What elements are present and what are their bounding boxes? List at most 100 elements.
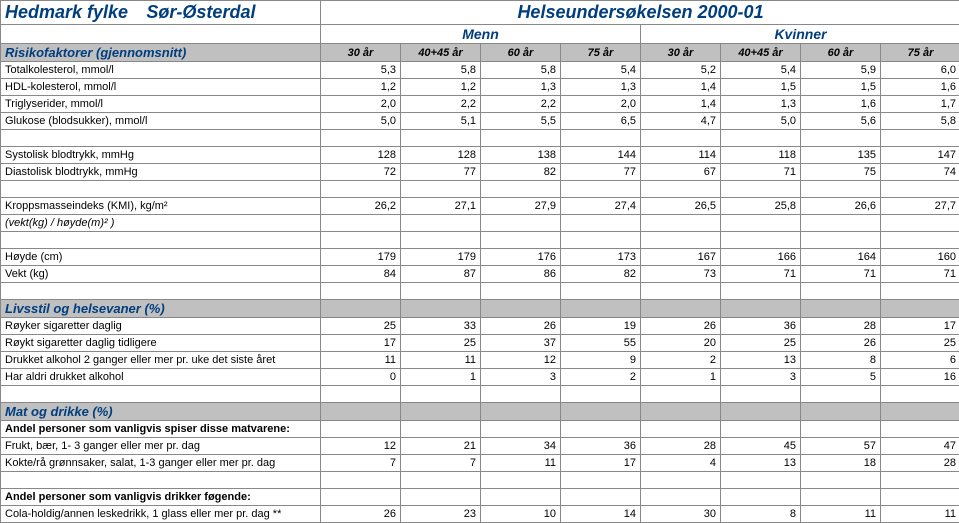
data-cell: 2,0 xyxy=(321,96,401,113)
data-cell: 84 xyxy=(321,266,401,283)
section-risk: Risikofaktorer (gjennomsnitt) xyxy=(1,44,321,62)
data-cell: 75 xyxy=(801,164,881,181)
data-cell: 82 xyxy=(561,266,641,283)
data-cell: 4 xyxy=(641,455,721,472)
spacer-row xyxy=(1,130,959,147)
data-cell: 28 xyxy=(801,318,881,335)
data-cell: 1,5 xyxy=(801,79,881,96)
data-cell: 118 xyxy=(721,147,801,164)
data-cell: 5,0 xyxy=(321,113,401,130)
spacer-row xyxy=(1,283,959,300)
data-cell: 4,7 xyxy=(641,113,721,130)
row-label: Vekt (kg) xyxy=(1,266,321,283)
age-col: 75 år xyxy=(561,44,641,62)
data-cell: 27,9 xyxy=(481,198,561,215)
health-survey-table: Hedmark fylke Sør-Østerdal Helseundersøk… xyxy=(0,0,959,523)
data-cell: 34 xyxy=(481,438,561,455)
data-cell: 7 xyxy=(321,455,401,472)
row-label: Diastolisk blodtrykk, mmHg xyxy=(1,164,321,181)
data-cell: 26 xyxy=(481,318,561,335)
age-col: 60 år xyxy=(801,44,881,62)
table-row: Glukose (blodsukker), mmol/l5,05,15,56,5… xyxy=(1,113,959,130)
data-cell: 167 xyxy=(641,249,721,266)
data-cell: 33 xyxy=(401,318,481,335)
data-cell: 1,2 xyxy=(321,79,401,96)
data-cell: 5 xyxy=(801,369,881,386)
data-cell: 20 xyxy=(641,335,721,352)
section-food: Mat og drikke (%) xyxy=(1,403,321,421)
table-row: Drukket alkohol 2 ganger eller mer pr. u… xyxy=(1,352,959,369)
data-cell: 2,2 xyxy=(401,96,481,113)
title-cell: Hedmark fylke Sør-Østerdal xyxy=(1,1,321,25)
row-label: Systolisk blodtrykk, mmHg xyxy=(1,147,321,164)
food-sub1: Andel personer som vanligvis spiser diss… xyxy=(1,421,321,438)
data-cell: 16 xyxy=(881,369,959,386)
data-cell: 114 xyxy=(641,147,721,164)
data-cell: 13 xyxy=(721,455,801,472)
data-cell: 26 xyxy=(641,318,721,335)
data-cell: 55 xyxy=(561,335,641,352)
data-cell: 147 xyxy=(881,147,959,164)
data-cell: 5,0 xyxy=(721,113,801,130)
data-cell: 26,2 xyxy=(321,198,401,215)
data-cell: 86 xyxy=(481,266,561,283)
section-lifestyle-row: Livsstil og helsevaner (%) xyxy=(1,300,959,318)
survey-title: Helseundersøkelsen 2000-01 xyxy=(321,1,959,25)
spacer-row xyxy=(1,386,959,403)
data-cell: 17 xyxy=(321,335,401,352)
data-cell: 1,4 xyxy=(641,96,721,113)
age-col: 30 år xyxy=(321,44,401,62)
age-col: 40+45 år xyxy=(721,44,801,62)
data-cell: 25 xyxy=(401,335,481,352)
section-lifestyle: Livsstil og helsevaner (%) xyxy=(1,300,321,318)
table-row: Røykt sigaretter daglig tidligere1725375… xyxy=(1,335,959,352)
data-cell: 11 xyxy=(321,352,401,369)
data-cell: 2 xyxy=(561,369,641,386)
table-row: Systolisk blodtrykk, mmHg128128138144114… xyxy=(1,147,959,164)
data-cell: 19 xyxy=(561,318,641,335)
row-label: (vekt(kg) / høyde(m)² ) xyxy=(1,215,321,232)
data-cell: 36 xyxy=(561,438,641,455)
row-label: Drukket alkohol 2 ganger eller mer pr. u… xyxy=(1,352,321,369)
data-cell: 1 xyxy=(641,369,721,386)
table-row: HDL-kolesterol, mmol/l1,21,21,31,31,41,5… xyxy=(1,79,959,96)
data-cell: 1,6 xyxy=(881,79,959,96)
data-cell: 77 xyxy=(401,164,481,181)
data-cell: 5,9 xyxy=(801,62,881,79)
data-cell: 74 xyxy=(881,164,959,181)
data-cell: 5,4 xyxy=(561,62,641,79)
data-cell: 5,4 xyxy=(721,62,801,79)
data-cell: 36 xyxy=(721,318,801,335)
data-cell: 2,0 xyxy=(561,96,641,113)
data-cell: 67 xyxy=(641,164,721,181)
spacer-row xyxy=(1,472,959,489)
data-cell: 3 xyxy=(481,369,561,386)
data-cell: 173 xyxy=(561,249,641,266)
spacer-row xyxy=(1,232,959,249)
data-cell: 27,4 xyxy=(561,198,641,215)
data-cell: 73 xyxy=(641,266,721,283)
data-cell: 57 xyxy=(801,438,881,455)
row-label: Kroppsmasseindeks (KMI), kg/m² xyxy=(1,198,321,215)
data-cell: 17 xyxy=(561,455,641,472)
data-cell: 5,3 xyxy=(321,62,401,79)
table-row: Har aldri drukket alkohol013213516 xyxy=(1,369,959,386)
data-cell: 1,6 xyxy=(801,96,881,113)
data-cell: 5,2 xyxy=(641,62,721,79)
food-sub2: Andel personer som vanligvis drikker føg… xyxy=(1,489,321,506)
data-cell: 128 xyxy=(401,147,481,164)
gender-men: Menn xyxy=(321,25,641,44)
data-cell: 27,7 xyxy=(881,198,959,215)
data-cell: 0 xyxy=(321,369,401,386)
data-cell: 1,7 xyxy=(881,96,959,113)
data-cell: 1,3 xyxy=(481,79,561,96)
data-cell: 6,0 xyxy=(881,62,959,79)
data-cell xyxy=(401,215,481,232)
data-cell: 87 xyxy=(401,266,481,283)
title-row: Hedmark fylke Sør-Østerdal Helseundersøk… xyxy=(1,1,959,25)
food-sub1-row: Andel personer som vanligvis spiser diss… xyxy=(1,421,959,438)
row-label: Totalkolesterol, mmol/l xyxy=(1,62,321,79)
data-cell: 13 xyxy=(721,352,801,369)
data-cell: 8 xyxy=(801,352,881,369)
county-title: Hedmark fylke xyxy=(5,2,128,22)
